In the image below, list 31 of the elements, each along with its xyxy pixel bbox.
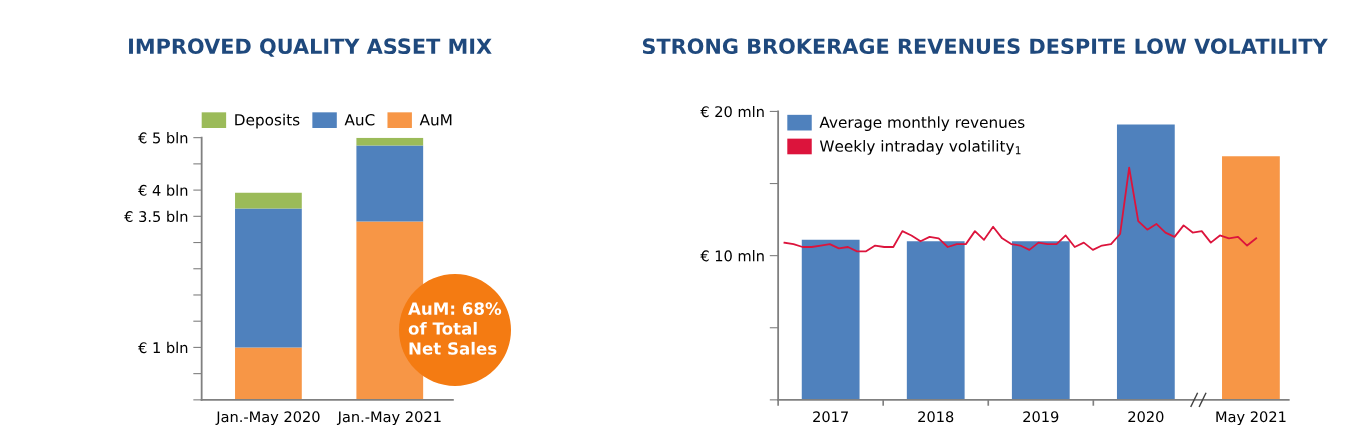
bar bbox=[801, 239, 860, 400]
y-tick-label: € 3.5 bln bbox=[124, 210, 188, 223]
x-tick-label: 2017 bbox=[813, 411, 848, 423]
legend-label: AuC bbox=[344, 113, 375, 126]
bar bbox=[1116, 124, 1175, 400]
annotation: AuM: 68% of Total Net Sales bbox=[408, 302, 502, 355]
y-tick-label: € 5 bln bbox=[138, 132, 188, 144]
x-tick-label: Jan.-May 2020 bbox=[215, 411, 320, 426]
y-tick-label: € 10 mln bbox=[700, 250, 764, 262]
legend-label: Weekly intraday volatility$_{1}$ bbox=[819, 140, 1021, 155]
bar bbox=[906, 241, 965, 400]
legend-label: Deposits bbox=[235, 113, 300, 129]
x-tick-label: May 2021 bbox=[1216, 411, 1286, 426]
x-tick-label: 2020 bbox=[1128, 411, 1164, 423]
bar bbox=[356, 137, 424, 146]
bar bbox=[1011, 241, 1070, 400]
bar bbox=[235, 208, 302, 348]
bar bbox=[356, 145, 424, 222]
bar bbox=[235, 347, 302, 400]
bar bbox=[1222, 156, 1280, 400]
x-tick-label: Jan.-May 2021 bbox=[336, 411, 441, 426]
x-tick-label: 2018 bbox=[918, 411, 954, 423]
y-tick-label: € 1 bln bbox=[138, 341, 188, 354]
chart-title: IMPROVED QUALITY ASSET MIX bbox=[129, 38, 492, 57]
legend-label: Average monthly revenues bbox=[819, 116, 1025, 131]
x-tick-label: 2019 bbox=[1023, 411, 1059, 423]
legend-label: AuM bbox=[419, 114, 452, 126]
y-tick-label: € 4 bln bbox=[138, 184, 188, 196]
chart-title: STRONG BROKERAGE REVENUES DESPITE LOW VOLATILITY bbox=[642, 38, 1328, 55]
bar bbox=[235, 192, 302, 209]
y-tick-label: € 20 mln bbox=[700, 105, 764, 118]
